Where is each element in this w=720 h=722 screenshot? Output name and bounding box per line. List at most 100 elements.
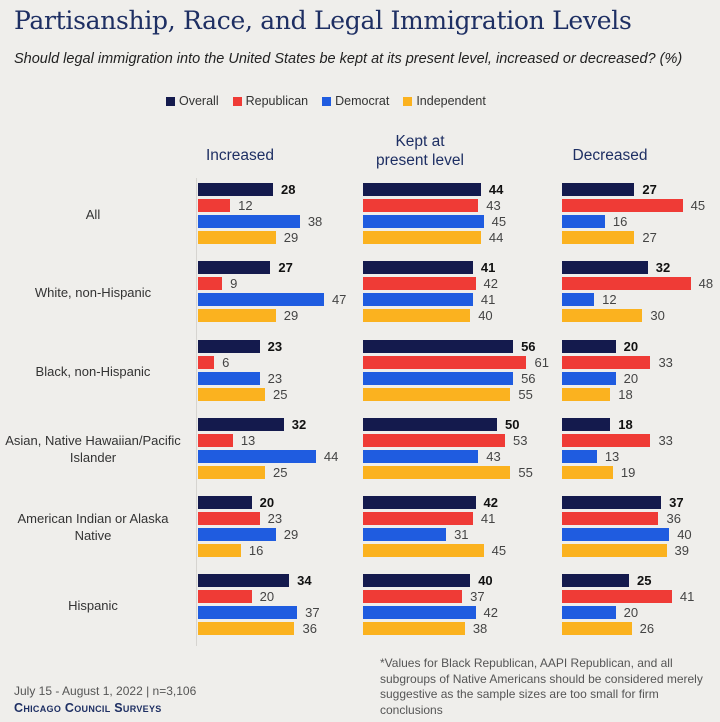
footnote: *Values for Black Republican, AAPI Repub… — [380, 656, 703, 717]
data-label: 42 — [483, 276, 499, 291]
data-label: 23 — [267, 339, 283, 354]
bar-independent — [363, 466, 511, 479]
bar-overall — [562, 340, 616, 353]
chart-subtitle: Should legal immigration into the United… — [14, 51, 683, 67]
bar-independent — [363, 388, 511, 401]
category-label: American Indian or Alaska Native — [17, 511, 169, 543]
bar-democrat — [198, 372, 260, 385]
legend-label: Independent — [416, 94, 486, 108]
bar-independent — [198, 466, 265, 479]
bar-republican — [198, 434, 233, 447]
data-label: 41 — [679, 589, 695, 604]
data-label: 20 — [623, 339, 639, 354]
data-label: 28 — [281, 182, 296, 197]
bar-republican — [562, 512, 659, 525]
bar-democrat — [198, 606, 298, 619]
data-label: 40 — [478, 573, 493, 588]
category-label: White, non-Hispanic — [34, 284, 152, 300]
data-label: 13 — [240, 433, 256, 448]
bar-overall — [363, 574, 471, 587]
legend-item: Democrat — [322, 94, 389, 108]
data-label: 43 — [486, 449, 501, 464]
data-label: 36 — [666, 511, 681, 526]
bar-democrat — [363, 293, 473, 306]
legend-swatch — [166, 97, 175, 107]
data-label: 45 — [491, 214, 507, 229]
legend: Overall Republican Democrat Independent — [166, 94, 486, 108]
data-label: 20 — [623, 605, 639, 620]
bar-overall — [198, 574, 290, 587]
data-label: 61 — [534, 355, 549, 370]
bar-independent — [363, 544, 484, 557]
bar-overall — [363, 496, 476, 509]
data-label: 36 — [302, 621, 317, 636]
data-label: 12 — [602, 292, 617, 307]
data-label: 38 — [307, 214, 323, 229]
axis-line — [196, 178, 197, 646]
bar-independent — [198, 231, 276, 244]
brand-logo: Chicago Council Surveys — [14, 701, 162, 715]
data-label: 33 — [658, 433, 673, 448]
data-label: 29 — [283, 308, 299, 323]
bar-democrat — [562, 528, 670, 541]
bar-overall — [562, 261, 648, 274]
bar-republican — [363, 434, 506, 447]
bar-independent — [198, 544, 241, 557]
data-label: 38 — [472, 621, 488, 636]
data-label: 50 — [505, 417, 520, 432]
data-label: 44 — [488, 230, 504, 245]
legend-label: Overall — [179, 94, 219, 108]
data-label: 39 — [674, 543, 689, 558]
data-label: 16 — [248, 543, 264, 558]
data-label: 26 — [639, 621, 655, 636]
data-label: 34 — [297, 573, 312, 588]
legend-item: Republican — [232, 94, 309, 108]
bar-overall — [562, 574, 629, 587]
bar-overall — [363, 418, 497, 431]
bar-overall — [363, 183, 481, 196]
data-label: 27 — [642, 230, 657, 245]
bar-republican — [198, 590, 252, 603]
bar-independent — [562, 544, 667, 557]
data-label: 32 — [655, 260, 671, 275]
data-label: 20 — [259, 589, 275, 604]
panel-header: Increased — [205, 147, 275, 164]
bar-republican — [198, 356, 215, 369]
data-label: 32 — [291, 417, 307, 432]
bar-republican — [562, 356, 651, 369]
bar-democrat — [363, 215, 484, 228]
data-label: 41 — [480, 511, 496, 526]
bar-overall — [198, 183, 274, 196]
bar-overall — [363, 261, 473, 274]
panel-header: Kept at present level — [376, 133, 464, 169]
data-label: 31 — [454, 527, 469, 542]
legend-swatch — [322, 97, 332, 107]
bar-republican — [363, 590, 463, 603]
bar-republican — [562, 199, 683, 212]
bar-democrat — [363, 528, 447, 541]
bar-republican — [363, 356, 527, 369]
data-label: 43 — [486, 198, 501, 213]
bar-overall — [562, 496, 662, 509]
legend-label: Republican — [245, 94, 309, 108]
data-label: 44 — [488, 182, 504, 197]
bar-democrat — [562, 293, 595, 306]
data-label: 41 — [480, 260, 496, 275]
data-label: 25 — [273, 387, 288, 402]
data-label: 45 — [491, 543, 507, 558]
bar-overall — [198, 340, 260, 353]
bar-democrat — [198, 293, 324, 306]
data-label: 48 — [698, 276, 714, 291]
data-label: 30 — [650, 308, 665, 323]
bar-independent — [363, 622, 465, 635]
data-label: 13 — [604, 449, 620, 464]
bar-republican — [363, 512, 473, 525]
bar-republican — [198, 199, 231, 212]
data-label: 37 — [305, 605, 320, 620]
bar-independent — [562, 622, 632, 635]
bar-overall — [363, 340, 514, 353]
data-label: 55 — [518, 387, 533, 402]
chart-title: Partisanship, Race, and Legal Immigratio… — [14, 6, 632, 35]
bar-democrat — [363, 450, 479, 463]
